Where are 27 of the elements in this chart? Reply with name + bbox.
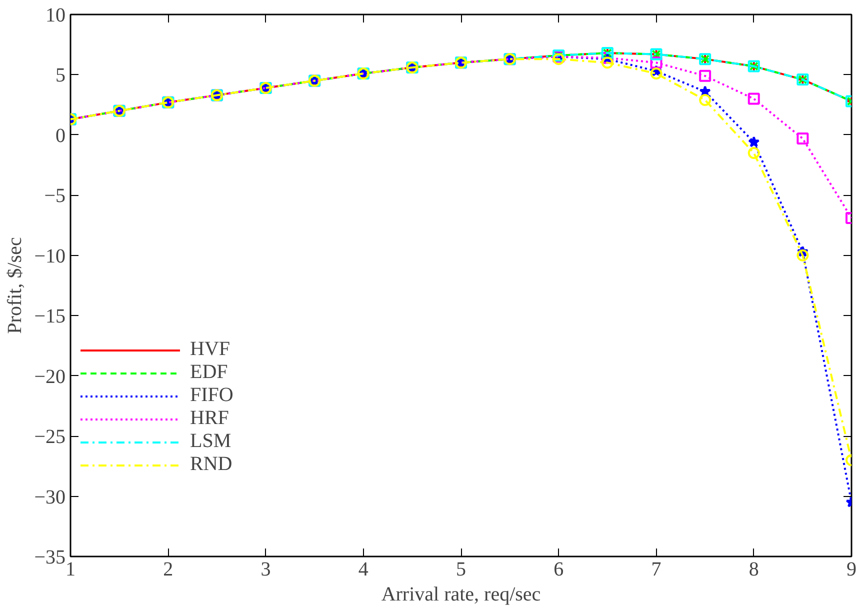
y-tick-label: −5	[44, 185, 66, 208]
y-tick-label: −20	[34, 366, 66, 388]
y-axis-title: Profit, $/sec	[4, 237, 26, 334]
y-tick-label: 0	[56, 124, 66, 147]
x-tick-label: 6	[554, 558, 564, 580]
y-tick-label: 5	[56, 64, 66, 87]
y-tick-label: −25	[34, 426, 66, 448]
y-tick-label: −35	[34, 546, 66, 568]
legend-label: FIFO	[190, 384, 234, 407]
x-tick-label: 8	[748, 558, 759, 580]
x-tick-label: 2	[163, 558, 174, 580]
y-tick-label: −10	[34, 245, 66, 268]
x-tick-label: 7	[651, 558, 662, 580]
y-tick-label: 10	[46, 4, 66, 26]
legend-label: LSM	[190, 430, 232, 453]
y-tick-label: −30	[34, 486, 66, 508]
x-tick-label: 3	[260, 558, 271, 580]
x-tick-label: 4	[358, 558, 368, 580]
legend-label: EDF	[190, 361, 228, 384]
x-tick-label: 9	[846, 558, 856, 580]
x-tick-label: 1	[66, 558, 76, 580]
y-tick-label: −15	[34, 306, 66, 328]
legend-label: HVF	[190, 338, 230, 361]
legend-label: RND	[190, 453, 232, 476]
legend-label: HRF	[190, 407, 229, 430]
x-tick-label: 5	[456, 558, 466, 580]
x-axis-title: Arrival rate, req/sec	[381, 584, 541, 606]
